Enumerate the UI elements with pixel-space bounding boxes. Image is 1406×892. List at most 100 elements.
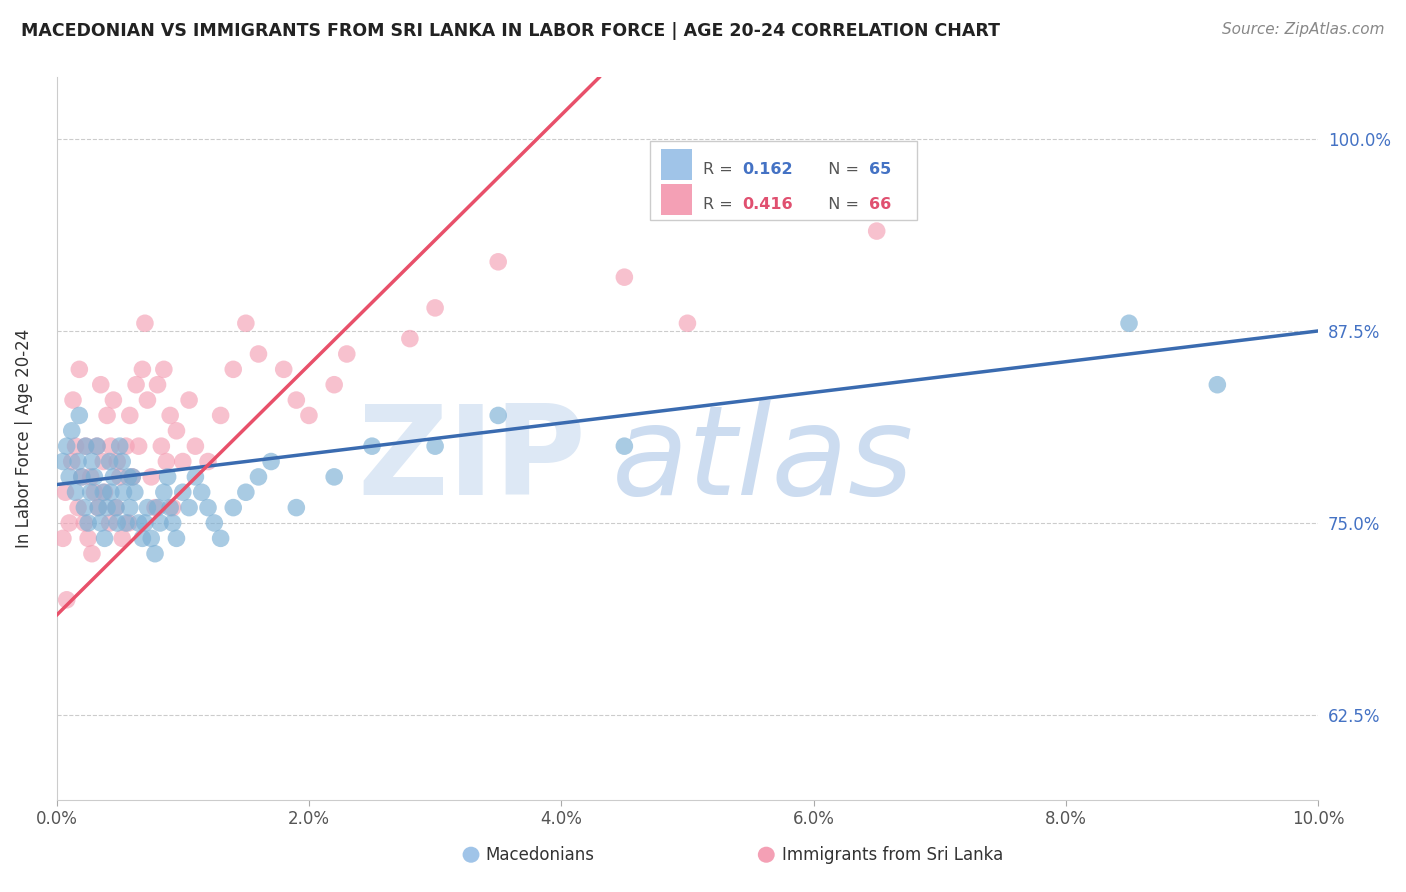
Point — [100, 439, 122, 453]
Text: 0.416: 0.416 — [742, 197, 793, 212]
Point — [121, 470, 143, 484]
Text: Source: ZipAtlas.com: Source: ZipAtlas.com — [1222, 22, 1385, 37]
Point — [103, 393, 125, 408]
Point — [77, 516, 100, 530]
Point — [128, 439, 150, 453]
Point — [73, 500, 96, 515]
Point — [166, 532, 188, 546]
Point — [613, 270, 636, 285]
Point — [65, 485, 87, 500]
Point — [60, 424, 83, 438]
Point — [423, 301, 446, 315]
Point — [159, 409, 181, 423]
Point — [121, 470, 143, 484]
Point — [70, 470, 93, 484]
Point — [143, 500, 166, 515]
Point — [323, 377, 346, 392]
Point — [184, 439, 207, 453]
Point — [136, 393, 159, 408]
Point — [190, 485, 212, 500]
Point — [79, 470, 101, 484]
Point — [134, 516, 156, 530]
Point — [285, 500, 308, 515]
Point — [128, 516, 150, 530]
Point — [55, 485, 77, 500]
Point — [83, 485, 105, 500]
Point — [247, 347, 270, 361]
Point — [52, 454, 75, 468]
Point — [143, 547, 166, 561]
Point — [98, 516, 121, 530]
Point — [77, 532, 100, 546]
Point — [87, 500, 110, 515]
Point — [100, 485, 122, 500]
Text: MACEDONIAN VS IMMIGRANTS FROM SRI LANKA IN LABOR FORCE | AGE 20-24 CORRELATION C: MACEDONIAN VS IMMIGRANTS FROM SRI LANKA … — [21, 22, 1000, 40]
Point — [177, 393, 200, 408]
Point — [93, 485, 115, 500]
Point — [83, 470, 105, 484]
Point — [153, 485, 176, 500]
Point — [162, 516, 184, 530]
Point — [98, 454, 121, 468]
Point — [298, 409, 321, 423]
Text: 66: 66 — [869, 197, 891, 212]
Point — [115, 516, 138, 530]
Point — [222, 500, 245, 515]
Point — [62, 393, 84, 408]
Point — [197, 500, 219, 515]
Text: N =: N = — [818, 197, 865, 212]
Text: Immigrants from Sri Lanka: Immigrants from Sri Lanka — [782, 846, 1002, 863]
Point — [866, 224, 889, 238]
Point — [70, 470, 93, 484]
Point — [67, 500, 90, 515]
Point — [108, 439, 131, 453]
Point — [153, 362, 176, 376]
Point — [222, 362, 245, 376]
Point — [156, 470, 179, 484]
Point — [247, 470, 270, 484]
Point — [166, 424, 188, 438]
Point — [134, 316, 156, 330]
Point — [103, 470, 125, 484]
Point — [184, 470, 207, 484]
Point — [486, 409, 509, 423]
Point — [150, 439, 173, 453]
Point — [117, 516, 139, 530]
Point — [209, 532, 232, 546]
Point — [323, 470, 346, 484]
Point — [172, 485, 194, 500]
Point — [131, 362, 153, 376]
Point — [73, 516, 96, 530]
Point — [90, 377, 112, 392]
Point — [162, 500, 184, 515]
Point — [202, 516, 225, 530]
Point — [423, 439, 446, 453]
Point — [86, 439, 108, 453]
Point — [79, 485, 101, 500]
Point — [146, 377, 169, 392]
Point — [105, 454, 128, 468]
Point — [146, 500, 169, 515]
Point — [1118, 316, 1140, 330]
Point — [91, 485, 114, 500]
Point — [235, 316, 257, 330]
Point — [486, 254, 509, 268]
Point — [52, 532, 75, 546]
Point — [209, 409, 232, 423]
Point — [159, 500, 181, 515]
Point — [285, 393, 308, 408]
Point — [399, 332, 422, 346]
Point — [55, 439, 77, 453]
Point — [111, 454, 134, 468]
Point — [80, 547, 103, 561]
Point — [67, 362, 90, 376]
Point — [118, 409, 141, 423]
Point — [58, 516, 80, 530]
Point — [111, 532, 134, 546]
Point — [131, 532, 153, 546]
Text: 65: 65 — [869, 161, 891, 177]
Point — [136, 500, 159, 515]
Point — [105, 516, 128, 530]
Point — [115, 439, 138, 453]
Text: atlas: atlas — [612, 400, 914, 521]
